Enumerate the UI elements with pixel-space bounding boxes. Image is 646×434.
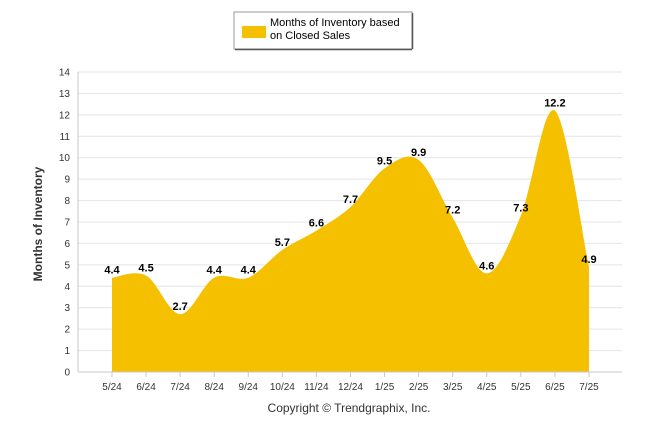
- legend[interactable]: Months of Inventory based on Closed Sale…: [233, 11, 414, 51]
- data-label: 4.4: [241, 265, 257, 277]
- x-tick-label: 11/24: [304, 382, 329, 393]
- y-tick-label: 11: [60, 132, 71, 143]
- data-label: 2.7: [172, 301, 187, 313]
- x-tick-label: 5/25: [511, 382, 531, 393]
- y-tick-label: 14: [59, 68, 71, 79]
- x-tick-label: 12/24: [338, 382, 363, 393]
- x-tick-label: 6/25: [545, 382, 565, 393]
- x-tick-label: 7/25: [579, 382, 599, 393]
- y-tick-label: 13: [59, 89, 71, 100]
- y-tick-label: 8: [64, 196, 70, 207]
- x-tick-label: 1/25: [375, 382, 395, 393]
- x-tick-labels: 5/24 6/24 7/24 8/24 9/24 10/24 11/24 12/24 1/25 2…: [102, 382, 599, 393]
- x-tick-label: 5/24: [102, 382, 122, 393]
- x-tick-label: 8/24: [204, 382, 224, 393]
- data-label: 4.9: [581, 254, 596, 266]
- x-tick-label: 6/24: [136, 382, 156, 393]
- y-tick-label: 6: [64, 239, 70, 250]
- y-tick-label: 0: [64, 368, 70, 379]
- data-label: 9.5: [377, 155, 392, 167]
- data-label: 4.5: [138, 263, 153, 275]
- data-label: 7.7: [343, 194, 358, 206]
- legend-line-2: on Closed Sales: [270, 30, 351, 42]
- y-axis-label: Months of Inventory: [31, 166, 45, 281]
- y-tick-label: 5: [64, 260, 70, 271]
- data-label: 12.2: [544, 98, 565, 110]
- x-tick-label: 9/24: [239, 382, 259, 393]
- legend-swatch: [242, 26, 266, 38]
- y-tick-label: 1: [64, 346, 70, 357]
- y-tick-label: 12: [59, 110, 71, 121]
- x-tick-label: 4/25: [477, 382, 497, 393]
- y-tick-label: 7: [64, 218, 70, 229]
- data-label: 4.4: [104, 265, 120, 277]
- y-tick-label: 2: [64, 325, 70, 336]
- data-label: 7.2: [445, 205, 460, 217]
- y-tick-label: 3: [64, 303, 70, 314]
- legend-line-1: Months of Inventory based: [270, 17, 400, 29]
- area-series: [112, 109, 589, 372]
- data-label: 9.9: [411, 147, 426, 159]
- x-tick-label: 7/24: [170, 382, 190, 393]
- x-tick-label: 2/25: [409, 382, 429, 393]
- data-label: 6.6: [309, 218, 324, 230]
- data-label: 4.4: [207, 265, 223, 277]
- copyright-footer: Copyright © Trendgraphix, Inc.: [268, 401, 431, 415]
- y-tick-label: 4: [64, 282, 70, 293]
- x-tick-label: 3/25: [443, 382, 463, 393]
- axes: [77, 72, 622, 377]
- data-label: 4.6: [479, 260, 494, 272]
- data-label: 5.7: [275, 237, 290, 249]
- x-tick-label: 10/24: [270, 382, 295, 393]
- data-label: 7.3: [513, 203, 528, 215]
- area-fill: [112, 109, 589, 372]
- y-tick-label: 9: [64, 175, 70, 186]
- data-labels: 4.4 4.5 2.7 4.4 4.4 5.7 6.6 7.7 9.5 9.9 7.2 4.6 7.3 1…: [104, 98, 596, 314]
- y-tick-label: 10: [59, 153, 71, 164]
